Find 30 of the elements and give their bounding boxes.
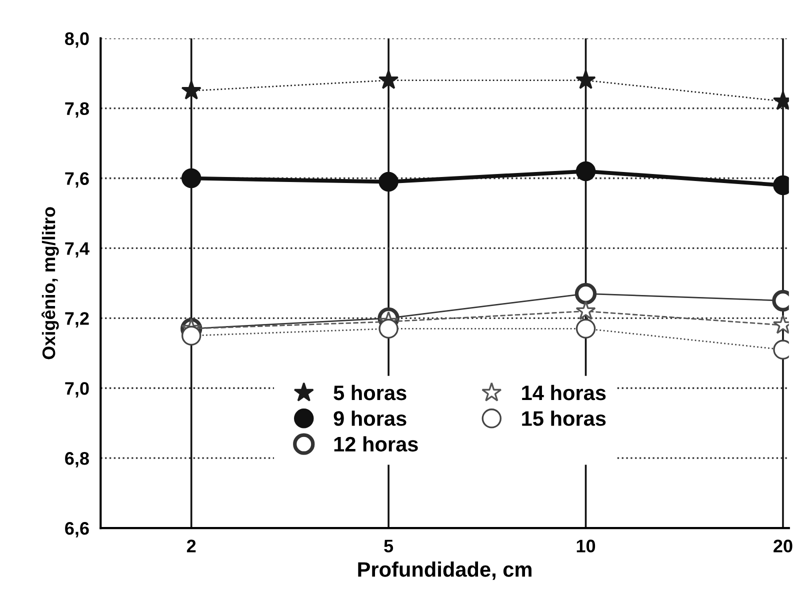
legend-label: 15 horas: [522, 410, 606, 426]
legend-label: 12 horas: [334, 436, 418, 452]
point: [181, 326, 202, 346]
y-tick-label: 7,2: [65, 312, 89, 328]
point: [576, 161, 596, 182]
point: [576, 318, 596, 339]
legend-label: 5 horas: [334, 384, 406, 400]
y-tick-label: 6,8: [65, 452, 89, 468]
y-axis-title: Oxigênio, mg/litro: [42, 207, 59, 360]
y-tick-label: 7,8: [65, 102, 89, 118]
x-tick-label: 2: [186, 540, 196, 552]
y-tick-label: 7,0: [65, 382, 89, 398]
x-tick-label: 10: [576, 540, 596, 552]
point: [378, 318, 398, 339]
point: [378, 172, 398, 192]
point: [181, 80, 202, 100]
y-tick-label: 7,4: [65, 242, 90, 258]
y-tick-label: 8,0: [64, 32, 89, 48]
legend-label: 14 horas: [522, 384, 606, 400]
point: [576, 300, 596, 320]
y-tick-label: 6,6: [65, 522, 89, 538]
x-tick-label: 5: [384, 540, 394, 552]
point: [181, 168, 202, 188]
x-tick-label: 20: [774, 540, 792, 552]
point: [378, 70, 399, 90]
point: [576, 70, 596, 90]
legend-label: 9 horas: [334, 410, 406, 426]
x-axis-title: Profundidade, cm: [358, 562, 532, 580]
point: [574, 282, 597, 305]
y-tick-label: 7,6: [65, 172, 89, 188]
